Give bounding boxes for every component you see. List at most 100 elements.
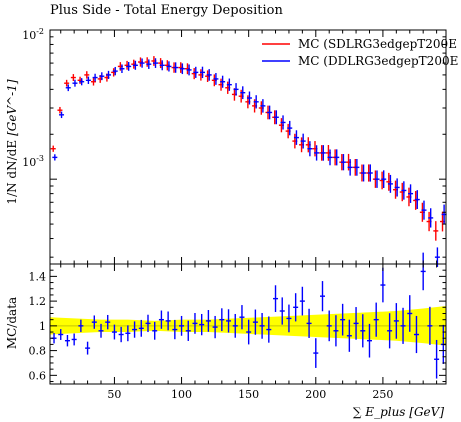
- y-tick-label: 10-2: [22, 27, 44, 42]
- y-tick-base: 10: [22, 156, 36, 169]
- data-point: [293, 130, 299, 145]
- y-tick-exp: -2: [36, 27, 44, 36]
- x-tick-label: 200: [305, 388, 326, 401]
- data-point: [79, 78, 85, 86]
- ratio-point: [64, 335, 70, 347]
- legend: MC (SDLRG3edgepT200E MC (DDLRG3edgepT200E: [262, 37, 458, 68]
- data-point: [186, 64, 192, 76]
- ratio-point: [226, 309, 232, 333]
- data-point: [166, 61, 172, 72]
- ratio-point: [111, 324, 117, 340]
- data-point: [381, 170, 387, 189]
- data-point: [367, 164, 373, 182]
- ratio-point: [91, 315, 97, 329]
- data-point: [300, 133, 306, 149]
- data-point: [361, 164, 367, 182]
- ratio-point: [246, 319, 252, 345]
- ratio-point: [212, 315, 218, 339]
- ratio-point: [286, 304, 292, 333]
- legend-label: MC (DDLRG3edgepT200E: [298, 54, 458, 68]
- ratio-point: [393, 303, 399, 339]
- ratio-point: [85, 341, 91, 355]
- data-point: [90, 77, 96, 86]
- ratio-point: [138, 319, 144, 337]
- data-point: [179, 63, 185, 75]
- data-point: [85, 76, 91, 85]
- data-point: [240, 86, 246, 100]
- ratio-point: [346, 319, 352, 352]
- ratio-series: [51, 252, 446, 379]
- data-point: [428, 208, 434, 228]
- y-tick-base: 10: [22, 29, 36, 42]
- ratio-point: [340, 303, 346, 336]
- ratio-point: [434, 339, 440, 379]
- data-point: [220, 75, 226, 88]
- ratio-point: [293, 293, 299, 322]
- ratio-point: [266, 316, 272, 343]
- x-tick-label: 50: [107, 388, 121, 401]
- data-point: [260, 99, 266, 113]
- ratio-y-tick-label: 1.4: [29, 270, 47, 283]
- data-point: [52, 154, 58, 161]
- ratio-y-axis-label: MC/data: [5, 297, 19, 349]
- data-point: [273, 110, 279, 125]
- ratio-point: [145, 314, 151, 333]
- ratio-point: [313, 338, 319, 368]
- data-point: [387, 174, 393, 193]
- data-point: [287, 120, 293, 136]
- ratio-point: [118, 326, 124, 343]
- ratio-point: [152, 321, 158, 340]
- y-tick-exp: -3: [36, 154, 44, 163]
- ratio-point: [299, 286, 305, 316]
- x-tick-label: 100: [171, 388, 192, 401]
- series-sdlrg: [50, 56, 446, 241]
- data-point: [159, 60, 165, 71]
- ratio-point: [199, 313, 205, 336]
- ratio-point: [172, 319, 178, 340]
- ratio-point: [125, 325, 131, 342]
- legend-item: MC (SDLRG3edgepT200E: [262, 37, 457, 51]
- ratio-y-tick-label: 1: [39, 320, 46, 333]
- chart-title: Plus Side - Total Energy Deposition: [50, 3, 283, 18]
- data-point: [433, 221, 439, 241]
- data-point: [139, 58, 145, 68]
- legend-label: MC (SDLRG3edgepT200E: [298, 37, 457, 51]
- ratio-point: [165, 311, 171, 331]
- ratio-point: [366, 323, 372, 358]
- data-point: [65, 84, 71, 92]
- data-point: [132, 60, 138, 70]
- ratio-point: [98, 323, 104, 338]
- ratio-point: [252, 309, 258, 335]
- data-point: [347, 159, 353, 176]
- ratio-point: [427, 306, 433, 345]
- data-point: [173, 62, 179, 73]
- data-point: [334, 149, 340, 166]
- legend-item: MC (DDLRG3edgepT200E: [262, 54, 458, 68]
- ratio-point: [205, 310, 211, 332]
- axis-ticks: [50, 29, 446, 384]
- ratio-point: [192, 312, 198, 334]
- data-point: [99, 72, 105, 81]
- data-point: [84, 71, 90, 79]
- data-point: [327, 149, 333, 166]
- data-point: [106, 70, 112, 79]
- data-point: [193, 66, 199, 78]
- data-point: [59, 111, 65, 119]
- data-point: [246, 91, 252, 105]
- plot-frames: [49, 29, 447, 385]
- data-point: [146, 59, 152, 69]
- ratio-y-tick-label: 0.8: [29, 345, 47, 358]
- y-tick-label: 10-3: [22, 154, 44, 169]
- ratio-point: [407, 295, 413, 332]
- ratio-point: [360, 314, 366, 348]
- ratio-y-tick-label: 0.6: [29, 369, 47, 382]
- data-point: [153, 58, 159, 68]
- data-point: [72, 79, 78, 87]
- ratio-point: [400, 307, 406, 344]
- data-point: [206, 69, 212, 81]
- ratio-point: [58, 329, 64, 340]
- ratio-point: [78, 319, 84, 333]
- y-axis-label: 1/N dN/dE [GeV^-1]: [5, 79, 19, 204]
- data-point: [199, 66, 205, 79]
